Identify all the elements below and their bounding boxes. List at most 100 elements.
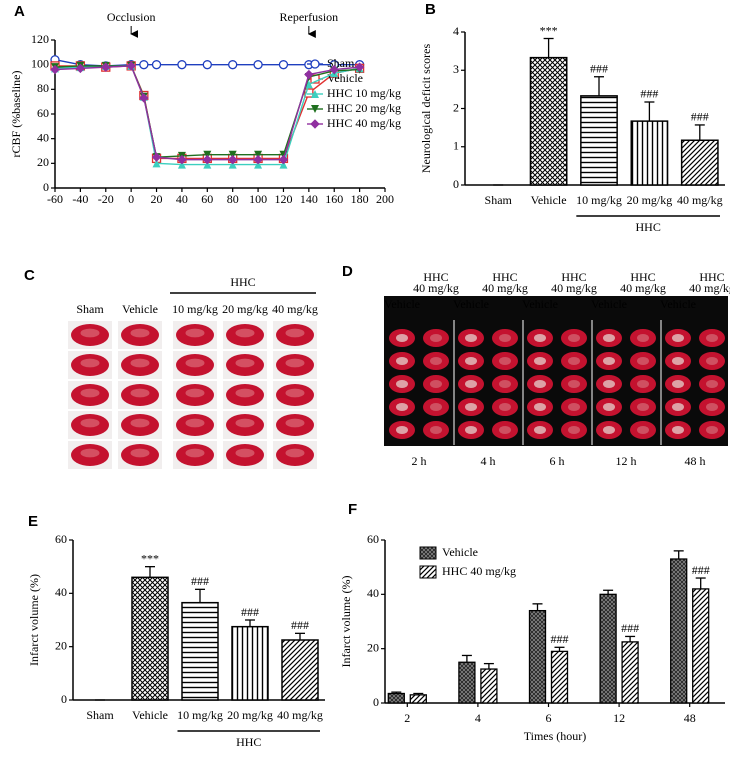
point bbox=[253, 60, 263, 70]
point bbox=[101, 62, 111, 72]
x-tick-label: Sham bbox=[86, 708, 114, 722]
point bbox=[228, 150, 237, 159]
y-tick-label: 0 bbox=[453, 177, 459, 191]
panel-letter: C bbox=[24, 267, 35, 284]
x-tick-label: 200 bbox=[376, 192, 394, 206]
x-tick-label: 180 bbox=[351, 192, 369, 206]
point bbox=[228, 160, 237, 169]
brain-tissue bbox=[396, 403, 408, 411]
point bbox=[139, 93, 149, 103]
brain-tissue bbox=[185, 448, 205, 458]
point bbox=[126, 61, 136, 71]
brain-slice bbox=[699, 329, 725, 347]
brain-slice bbox=[561, 329, 587, 347]
brain-tissue bbox=[637, 357, 649, 365]
y-tick-label: 40 bbox=[367, 586, 379, 600]
legend-marker bbox=[310, 59, 320, 69]
significance-label: ### bbox=[621, 621, 639, 635]
point bbox=[202, 60, 212, 70]
point bbox=[253, 154, 263, 165]
brain-tissue bbox=[185, 388, 205, 398]
brain-slice bbox=[423, 352, 449, 370]
brain-tissue bbox=[706, 403, 718, 411]
brain-tissue bbox=[80, 388, 100, 398]
bar bbox=[599, 593, 617, 704]
column-label: 10 mg/kg bbox=[172, 302, 218, 316]
bar bbox=[387, 692, 405, 704]
brain-tissue bbox=[235, 358, 255, 368]
column-label: Vehicle bbox=[122, 302, 158, 316]
significance-label: ### bbox=[191, 574, 209, 588]
y-tick-label: 60 bbox=[37, 106, 49, 120]
y-axis-label: Infarct volume (%) bbox=[339, 576, 353, 668]
column-label: HHC bbox=[423, 270, 448, 284]
x-tick-label: -20 bbox=[98, 192, 114, 206]
brain-slice bbox=[630, 421, 656, 439]
brain-tissue bbox=[396, 426, 408, 434]
annotation: Occlusion bbox=[107, 10, 156, 24]
significance-label: *** bbox=[141, 551, 159, 565]
brain-tissue bbox=[235, 388, 255, 398]
brain-tissue bbox=[603, 334, 615, 342]
x-tick-label: 40 mg/kg bbox=[277, 708, 323, 722]
brain-tissue bbox=[672, 426, 684, 434]
column-label: 40 mg/kg bbox=[272, 302, 318, 316]
column-label: 40 mg/kg bbox=[551, 281, 597, 295]
brain-tissue bbox=[534, 403, 546, 411]
brain-tissue bbox=[637, 426, 649, 434]
point bbox=[151, 60, 162, 70]
brain-tissue bbox=[430, 380, 442, 388]
y-tick-label: 80 bbox=[37, 81, 49, 95]
significance-label: ### bbox=[551, 632, 569, 646]
bar bbox=[528, 609, 547, 704]
x-tick-label: 2 bbox=[404, 711, 410, 725]
x-tick-label: 20 bbox=[151, 192, 163, 206]
brain-slice bbox=[699, 421, 725, 439]
x-tick-label: 12 bbox=[613, 711, 625, 725]
brain-tissue bbox=[499, 357, 511, 365]
significance-label: *** bbox=[540, 23, 558, 37]
column-label: 40 mg/kg bbox=[482, 281, 528, 295]
x-tick-label: 48 bbox=[684, 711, 696, 725]
brain-tissue bbox=[637, 403, 649, 411]
point bbox=[203, 160, 212, 169]
point bbox=[278, 60, 289, 70]
point bbox=[177, 154, 187, 165]
point bbox=[177, 60, 187, 70]
brain-tissue bbox=[534, 357, 546, 365]
legend-label: Vehicle bbox=[327, 71, 363, 85]
x-tick-label: 10 mg/kg bbox=[576, 193, 622, 207]
column-label: HHC bbox=[561, 270, 586, 284]
brain-tissue bbox=[706, 426, 718, 434]
brain-tissue bbox=[235, 448, 255, 458]
brain-slice bbox=[492, 375, 518, 393]
point bbox=[203, 150, 212, 159]
brain-tissue bbox=[706, 380, 718, 388]
brain-slice bbox=[492, 421, 518, 439]
point bbox=[177, 160, 186, 169]
brain-tissue bbox=[603, 357, 615, 365]
x-tick-label: 10 mg/kg bbox=[177, 708, 223, 722]
brain-slice bbox=[423, 398, 449, 416]
y-tick-label: 120 bbox=[31, 32, 49, 46]
column-label: Vehicle bbox=[522, 297, 558, 311]
column-label: 20 mg/kg bbox=[222, 302, 268, 316]
brain-slice bbox=[561, 421, 587, 439]
brain-tissue bbox=[706, 334, 718, 342]
brain-tissue bbox=[568, 380, 580, 388]
brain-tissue bbox=[185, 328, 205, 338]
y-tick-label: 3 bbox=[453, 62, 459, 76]
point bbox=[228, 60, 238, 70]
column-label: Sham bbox=[76, 302, 104, 316]
brain-tissue bbox=[672, 334, 684, 342]
brain-tissue bbox=[430, 403, 442, 411]
brain-tissue bbox=[499, 380, 511, 388]
x-tick-label: 0 bbox=[128, 192, 134, 206]
brain-tissue bbox=[80, 358, 100, 368]
point bbox=[151, 152, 162, 162]
brain-tissue bbox=[568, 403, 580, 411]
point bbox=[50, 64, 60, 75]
bar bbox=[670, 558, 688, 704]
